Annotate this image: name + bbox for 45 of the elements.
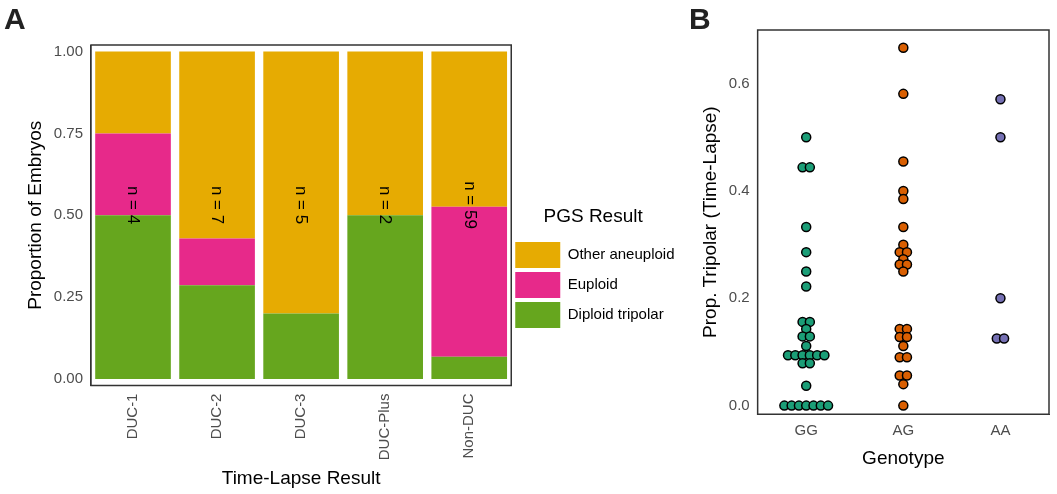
annotation: n = 2 bbox=[376, 185, 396, 225]
y-tick-label: 0.4 bbox=[728, 181, 750, 199]
y-tick-label: 0.75 bbox=[53, 123, 83, 141]
y-tick-label: 0.0 bbox=[728, 395, 750, 413]
bar bbox=[431, 206, 508, 357]
y-axis-title: Proportion of Embryos bbox=[23, 120, 45, 310]
x-axis-title: Time-Lapse Result bbox=[221, 466, 382, 488]
annotation: n = 59 bbox=[460, 181, 480, 229]
x-tick-label: AA bbox=[990, 421, 1011, 439]
y-tick-label: 0.50 bbox=[53, 205, 83, 223]
y-tick-label: 0.00 bbox=[53, 369, 83, 387]
bar bbox=[347, 51, 423, 216]
y-tick-label: 0.2 bbox=[728, 288, 750, 306]
x-tick-label: AG bbox=[892, 421, 915, 439]
legend-label: Diploid tripolar bbox=[567, 305, 664, 323]
x-axis-title: Genotype bbox=[862, 446, 945, 468]
x-tick-label: DUC‑1 bbox=[123, 393, 141, 440]
x-tick-label: DUC‑Plus bbox=[375, 393, 393, 461]
bar bbox=[431, 51, 508, 207]
x-tick-label: Non‑DUC bbox=[459, 393, 477, 459]
legend-label: Other aneuploid bbox=[567, 245, 675, 263]
annotation: n = 4 bbox=[124, 185, 144, 225]
bar bbox=[263, 313, 339, 379]
x-tick-label: DUC‑2 bbox=[207, 393, 225, 440]
bar bbox=[347, 215, 423, 379]
y-tick-label: 1.00 bbox=[53, 41, 83, 59]
bar bbox=[179, 238, 255, 286]
y-tick-label: 0.25 bbox=[53, 287, 83, 305]
y-tick-label: 0.6 bbox=[728, 73, 750, 91]
annotation: n = 5 bbox=[292, 185, 312, 225]
chart-title: B bbox=[689, 2, 711, 36]
bar bbox=[179, 51, 255, 239]
chart-title: A bbox=[4, 2, 26, 36]
annotation: n = 7 bbox=[208, 185, 228, 225]
bar bbox=[263, 51, 339, 314]
y-axis-title: Prop. Tripolar (Time-Lapse) bbox=[698, 106, 720, 338]
bar bbox=[95, 215, 171, 379]
bar bbox=[95, 133, 171, 216]
bar bbox=[431, 356, 508, 379]
x-tick-label: GG bbox=[794, 421, 818, 439]
x-tick-label: DUC‑3 bbox=[291, 393, 309, 440]
legend-label: Euploid bbox=[567, 275, 618, 293]
bar bbox=[179, 285, 255, 379]
legend-title: PGS Result bbox=[543, 204, 644, 226]
bar bbox=[95, 51, 171, 134]
